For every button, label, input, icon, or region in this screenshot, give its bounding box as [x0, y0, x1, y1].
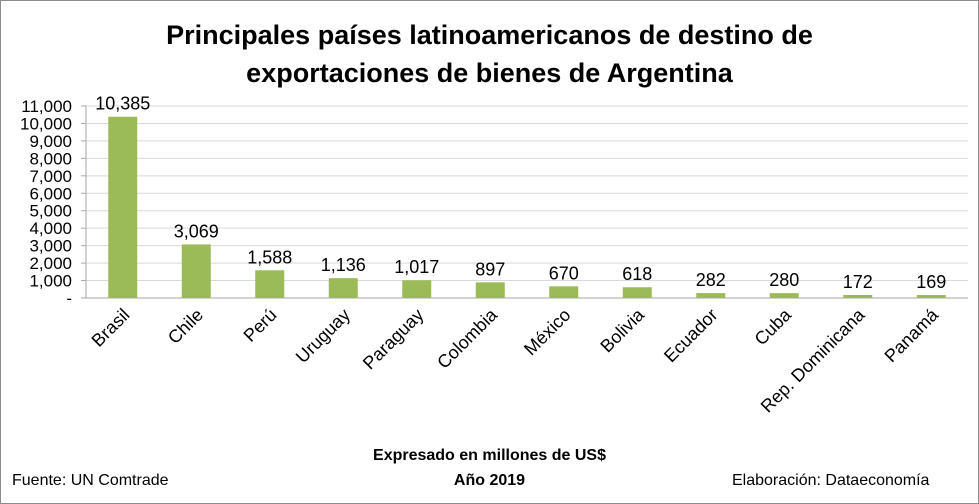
bar-panam- [916, 295, 946, 298]
bar-chile [181, 244, 211, 298]
data-label: 172 [843, 272, 873, 292]
unit-note: Expresado en millones de US$ [373, 447, 606, 464]
bar-ecuador [696, 293, 726, 298]
bar-uruguay [328, 278, 358, 298]
bar-brasil [108, 116, 138, 298]
data-label: 169 [916, 272, 946, 292]
x-tick-label: Colombia [433, 304, 502, 373]
x-tick-label: Ecuador [660, 305, 722, 367]
y-tick-label: 5,000 [29, 202, 72, 221]
data-label: 280 [769, 270, 799, 290]
y-tick-label: 9,000 [29, 132, 72, 151]
year-note: Año 2019 [453, 472, 526, 489]
y-tick-label: 4,000 [29, 219, 72, 238]
data-label: 618 [622, 264, 652, 284]
x-tick-label: Chile [164, 305, 207, 348]
bar-bolivia [622, 287, 652, 298]
y-tick-label: - [66, 289, 72, 308]
y-tick-label: 11,000 [21, 97, 72, 116]
y-tick-label: 7,000 [29, 167, 72, 186]
data-label: 1,136 [321, 255, 366, 275]
bar-colombia [475, 282, 505, 298]
y-tick-label: 2,000 [29, 254, 72, 273]
y-tick-label: 3,000 [29, 237, 72, 256]
credit-note: Elaboración: Dataeconomía [732, 472, 930, 489]
y-tick-label: 1,000 [29, 272, 72, 291]
data-label: 897 [475, 259, 505, 279]
data-label: 282 [696, 270, 726, 290]
bar-cuba [769, 293, 799, 298]
x-tick-label: Perú [240, 305, 281, 346]
x-tick-label: Uruguay [292, 305, 354, 367]
chart-title-line-2: exportaciones de bienes de Argentina [246, 58, 733, 88]
y-tick-label: 6,000 [29, 184, 72, 203]
y-tick-label: 8,000 [29, 149, 72, 168]
chart-title-line-1: Principales países latinoamericanos de d… [166, 20, 813, 50]
x-tick-label: Cuba [751, 304, 796, 349]
y-tick-label: 10,000 [20, 114, 72, 133]
bar-paraguay [402, 280, 432, 298]
data-label: 10,385 [95, 94, 150, 114]
data-label: 670 [549, 263, 579, 283]
data-label: 1,588 [247, 247, 292, 267]
data-label: 1,017 [394, 257, 439, 277]
data-label: 3,069 [174, 221, 219, 241]
bar-m-xico [549, 286, 579, 298]
source-note: Fuente: UN Comtrade [12, 472, 169, 489]
bar-rep-dominicana [843, 294, 873, 298]
x-tick-label: Bolivia [596, 304, 648, 356]
x-tick-label: Paraguay [359, 305, 428, 374]
bar-per- [255, 270, 285, 298]
x-tick-label: Panamá [881, 304, 943, 366]
x-tick-label: Brasil [88, 305, 134, 351]
x-tick-label: México [520, 305, 574, 359]
